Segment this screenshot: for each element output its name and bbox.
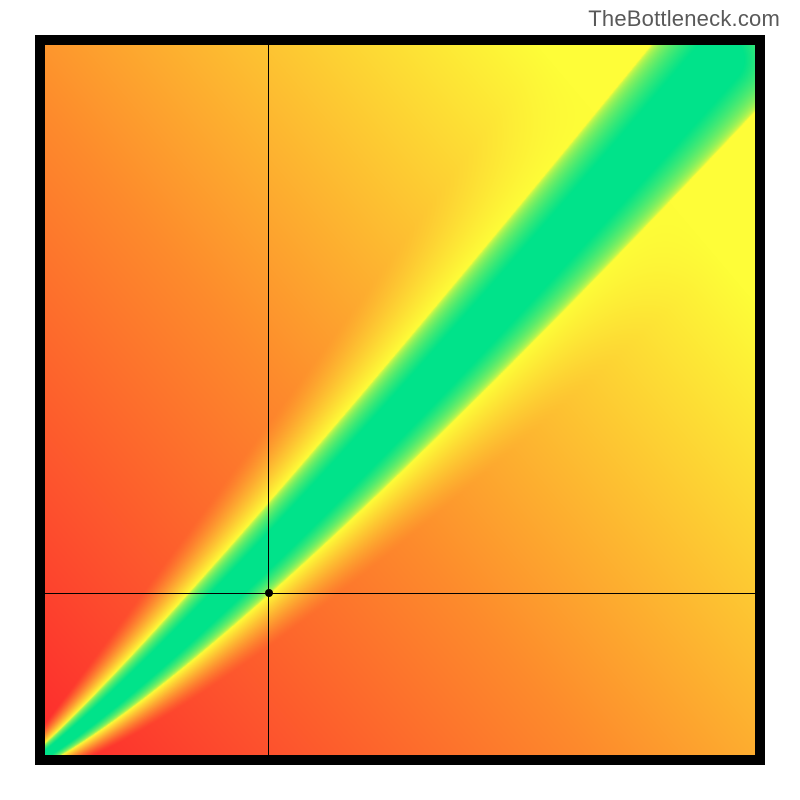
chart-frame [35,35,765,765]
crosshair-horizontal [45,593,755,594]
plot-area [45,45,755,755]
heatmap-canvas [45,45,755,755]
crosshair-vertical [268,45,269,755]
watermark-text: TheBottleneck.com [588,6,780,32]
crosshair-marker [265,589,273,597]
chart-container: TheBottleneck.com [0,0,800,800]
